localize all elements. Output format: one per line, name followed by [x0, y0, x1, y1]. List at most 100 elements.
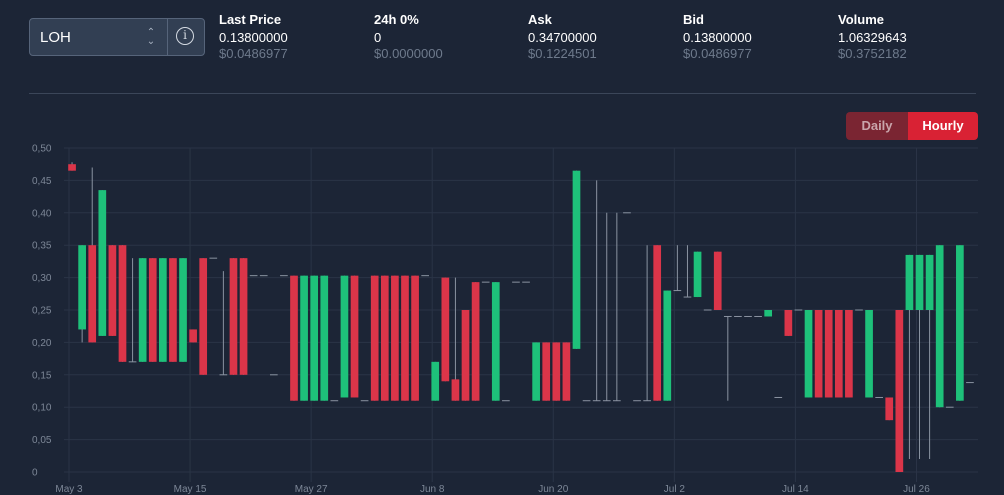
candle-up [956, 245, 964, 401]
candle-down [88, 245, 97, 343]
candle-down [845, 310, 853, 398]
stat-label: Ask [528, 12, 552, 27]
stat-label: Volume [838, 12, 884, 27]
candle-down [199, 258, 208, 375]
stat-usd-value: $0.0000000 [374, 46, 443, 61]
candle-up [300, 275, 308, 401]
stat-last-price: Last Price 0.13800000 $0.0486977 [219, 12, 288, 62]
stat-volume: Volume 1.06329643 $0.3752182 [838, 12, 907, 62]
candle-up [431, 361, 440, 401]
candle-up [663, 290, 672, 401]
header-divider [29, 93, 976, 94]
x-tick-label: Jul 2 [664, 484, 686, 495]
candle-down [169, 258, 177, 362]
candle-down [461, 310, 470, 401]
candle-down [350, 275, 359, 398]
candle-up [925, 254, 934, 310]
candle-down [562, 342, 571, 401]
candle-up [804, 310, 813, 398]
candle-down [391, 275, 399, 401]
candle-up [915, 254, 924, 310]
x-tick-label: Jul 26 [903, 484, 930, 495]
candle-up [310, 275, 319, 401]
y-tick-label: 0,15 [32, 370, 52, 381]
price-chart[interactable]: 0,50 0,45 0,40 0,35 0,30 0,25 0,20 0,15 0,10 0,05… [0, 140, 1004, 495]
stat-value: 0.34700000 [528, 30, 597, 45]
candle-down [118, 245, 127, 362]
candle-down [784, 310, 793, 336]
x-tick-label: May 3 [55, 484, 83, 495]
stat-label: Bid [683, 12, 704, 27]
stat-usd-value: $0.0486977 [219, 46, 288, 61]
candle-down [380, 275, 389, 401]
candle-down [239, 258, 248, 375]
stat-bid: Bid 0.13800000 $0.0486977 [683, 12, 752, 62]
x-tick-label: Jul 14 [782, 484, 809, 495]
selector-divider [167, 19, 168, 55]
candle-up [865, 310, 873, 398]
candle-down [189, 329, 197, 343]
candle-down [885, 397, 894, 421]
candle-down [441, 277, 450, 382]
candle-down [542, 342, 551, 401]
y-tick-label: 0,30 [32, 273, 52, 284]
candle-down [824, 310, 833, 398]
stat-24h-change: 24h 0% 0 $0.0000000 [374, 12, 443, 62]
candle-up [320, 275, 329, 401]
candle-up [340, 275, 349, 398]
candle-down [834, 310, 843, 398]
candle-up [935, 245, 944, 408]
timeframe-toggle: Daily Hourly [846, 112, 978, 140]
candle-down [401, 275, 409, 401]
stat-value: 1.06329643 [838, 30, 907, 45]
y-tick-label: 0,50 [32, 144, 52, 155]
stat-usd-value: $0.1224501 [528, 46, 597, 61]
candle-down [148, 258, 157, 362]
candle-down [713, 251, 722, 310]
stat-usd-value: $0.0486977 [683, 46, 752, 61]
stat-value: 0.13800000 [683, 30, 752, 45]
candle-up [138, 258, 147, 362]
pair-selector-value[interactable]: LOH [40, 29, 71, 46]
pair-selector[interactable]: LOH ⌃ ⌄ i [29, 18, 205, 56]
x-tick-label: May 15 [174, 484, 207, 495]
y-tick-label: 0,10 [32, 403, 52, 414]
candle-down [108, 245, 117, 336]
candle-up [532, 342, 540, 401]
updown-chevron-icon[interactable]: ⌃ ⌄ [146, 27, 156, 47]
candle-up [78, 245, 86, 330]
candle-down [895, 310, 904, 472]
candle-up [764, 310, 773, 317]
y-tick-label: 0,40 [32, 208, 52, 219]
daily-button[interactable]: Daily [846, 112, 908, 140]
candle-up [491, 282, 500, 401]
x-tick-label: May 27 [295, 484, 328, 495]
candle-up [179, 258, 187, 362]
candle-down [814, 310, 823, 398]
y-tick-label: 0,35 [32, 241, 52, 252]
candle-up [98, 190, 107, 336]
y-tick-label: 0,05 [32, 435, 52, 446]
candle-down [552, 342, 561, 401]
candle-down [68, 164, 76, 171]
candle-down [229, 258, 238, 375]
x-tick-label: Jun 20 [538, 484, 568, 495]
candle-up [693, 251, 702, 298]
candle-up [905, 254, 914, 310]
hourly-button[interactable]: Hourly [908, 112, 978, 140]
candle-down [451, 379, 460, 401]
stat-ask: Ask 0.34700000 $0.1224501 [528, 12, 597, 62]
y-tick-label: 0,45 [32, 176, 52, 187]
y-tick-label: 0,20 [32, 338, 52, 349]
candle-up [159, 258, 167, 362]
y-tick-label: 0 [32, 468, 38, 479]
info-icon[interactable]: i [176, 27, 194, 45]
x-tick-label: Jun 8 [420, 484, 445, 495]
stat-value: 0 [374, 30, 382, 45]
stat-usd-value: $0.3752182 [838, 46, 907, 61]
candle-down [411, 275, 419, 401]
candle-down [290, 275, 298, 401]
stat-label: 24h 0% [374, 12, 419, 27]
candle-down [370, 275, 379, 401]
y-tick-label: 0,25 [32, 306, 52, 317]
